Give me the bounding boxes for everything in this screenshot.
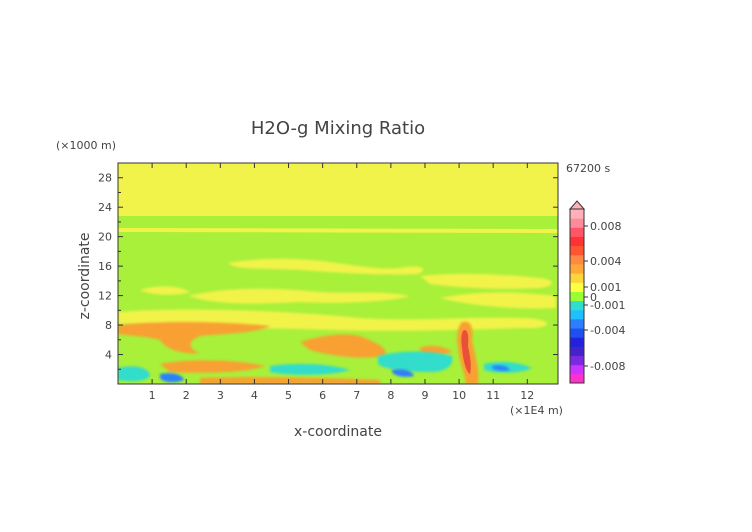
colorbar-label: 0.008 — [590, 220, 622, 233]
colorbar-swatch — [570, 300, 584, 311]
colorbar — [568, 200, 586, 384]
chart-title: H2O-g Mixing Ratio — [251, 118, 425, 139]
colorbar-swatch — [570, 209, 584, 219]
colorbar-label: 0 — [590, 291, 597, 304]
x-unit-label: (×1E4 m) — [510, 404, 563, 417]
yellow-patch-2 — [188, 288, 410, 304]
blue-patch-1 — [160, 373, 184, 383]
colorbar-swatch — [570, 245, 584, 256]
y-tick-label: 4 — [105, 349, 112, 362]
yellow-patch-5 — [440, 292, 556, 309]
band-yellow-thin — [118, 228, 558, 233]
y-unit-label: (×1000 m) — [56, 139, 116, 152]
x-tick-label: 7 — [353, 389, 360, 402]
colorbar-swatch — [570, 309, 584, 320]
colorbar-label: 0.001 — [590, 281, 622, 294]
y-tick-label: 8 — [105, 319, 112, 332]
x-tick-label: 11 — [486, 389, 500, 402]
cyan-patch-mid — [270, 363, 350, 375]
colorbar-swatch — [570, 218, 584, 228]
x-tick-label: 5 — [285, 389, 292, 402]
contour-field — [118, 163, 558, 384]
time-label: 67200 s — [566, 162, 610, 175]
colorbar-swatch — [570, 282, 584, 292]
colorbar-swatch — [570, 227, 584, 237]
bottom-strip — [200, 377, 380, 384]
y-axis-label: z-coordinate — [77, 232, 93, 319]
y-tick-label: 12 — [98, 290, 112, 303]
y-tick-label: 20 — [98, 231, 112, 244]
colorbar-label: 0.004 — [590, 255, 622, 268]
x-tick-label: 12 — [520, 389, 534, 402]
yellow-patch-3 — [140, 286, 190, 295]
colorbar-swatch — [570, 236, 584, 247]
colorbar-swatch — [570, 291, 584, 302]
x-tick-label: 6 — [319, 389, 326, 402]
x-tick-label: 4 — [251, 389, 258, 402]
x-tick-label: 10 — [452, 389, 466, 402]
colorbar-label: -0.001 — [590, 299, 625, 312]
red-core-plume — [461, 330, 471, 374]
y-tick-label: 28 — [98, 172, 112, 185]
colorbar-swatch — [570, 318, 584, 329]
y-tick-label: 24 — [98, 201, 112, 214]
colorbar-swatch — [570, 373, 584, 384]
orange-patch-low — [160, 360, 265, 373]
cyan-patch-left — [118, 366, 150, 382]
colorbar-swatch — [570, 328, 584, 338]
x-tick-label: 2 — [183, 389, 190, 402]
cyan-patch-far-right — [484, 361, 532, 373]
colorbar-label: -0.008 — [590, 360, 625, 373]
colorbar-arrow — [568, 200, 586, 210]
blue-patch-2 — [392, 369, 414, 377]
cyan-patch-right — [378, 351, 453, 372]
x-tick-label: 8 — [387, 389, 394, 402]
x-tick-label: 1 — [149, 389, 156, 402]
x-tick-label: 9 — [421, 389, 428, 402]
yellow-patch-1 — [228, 258, 424, 275]
colorbar-swatch — [570, 364, 584, 375]
colorbar-swatch — [570, 254, 584, 265]
plot-frame — [117, 162, 559, 385]
x-axis-label: x-coordinate — [294, 424, 382, 440]
colorbar-swatch — [570, 355, 584, 366]
orange-patch-center — [300, 334, 386, 358]
colorbar-swatch — [570, 346, 584, 357]
blue-patch-3 — [492, 365, 510, 371]
colorbar-swatch — [570, 273, 584, 283]
colorbar-swatch — [570, 263, 584, 274]
colorbar-frame — [569, 208, 585, 384]
x-tick-label: 3 — [217, 389, 224, 402]
colorbar-swatch — [570, 337, 584, 347]
yellow-patch-4 — [420, 273, 552, 289]
colorbar-label: -0.004 — [590, 324, 625, 337]
orange-patch-left — [118, 322, 270, 354]
y-tick-label: 16 — [98, 260, 112, 273]
